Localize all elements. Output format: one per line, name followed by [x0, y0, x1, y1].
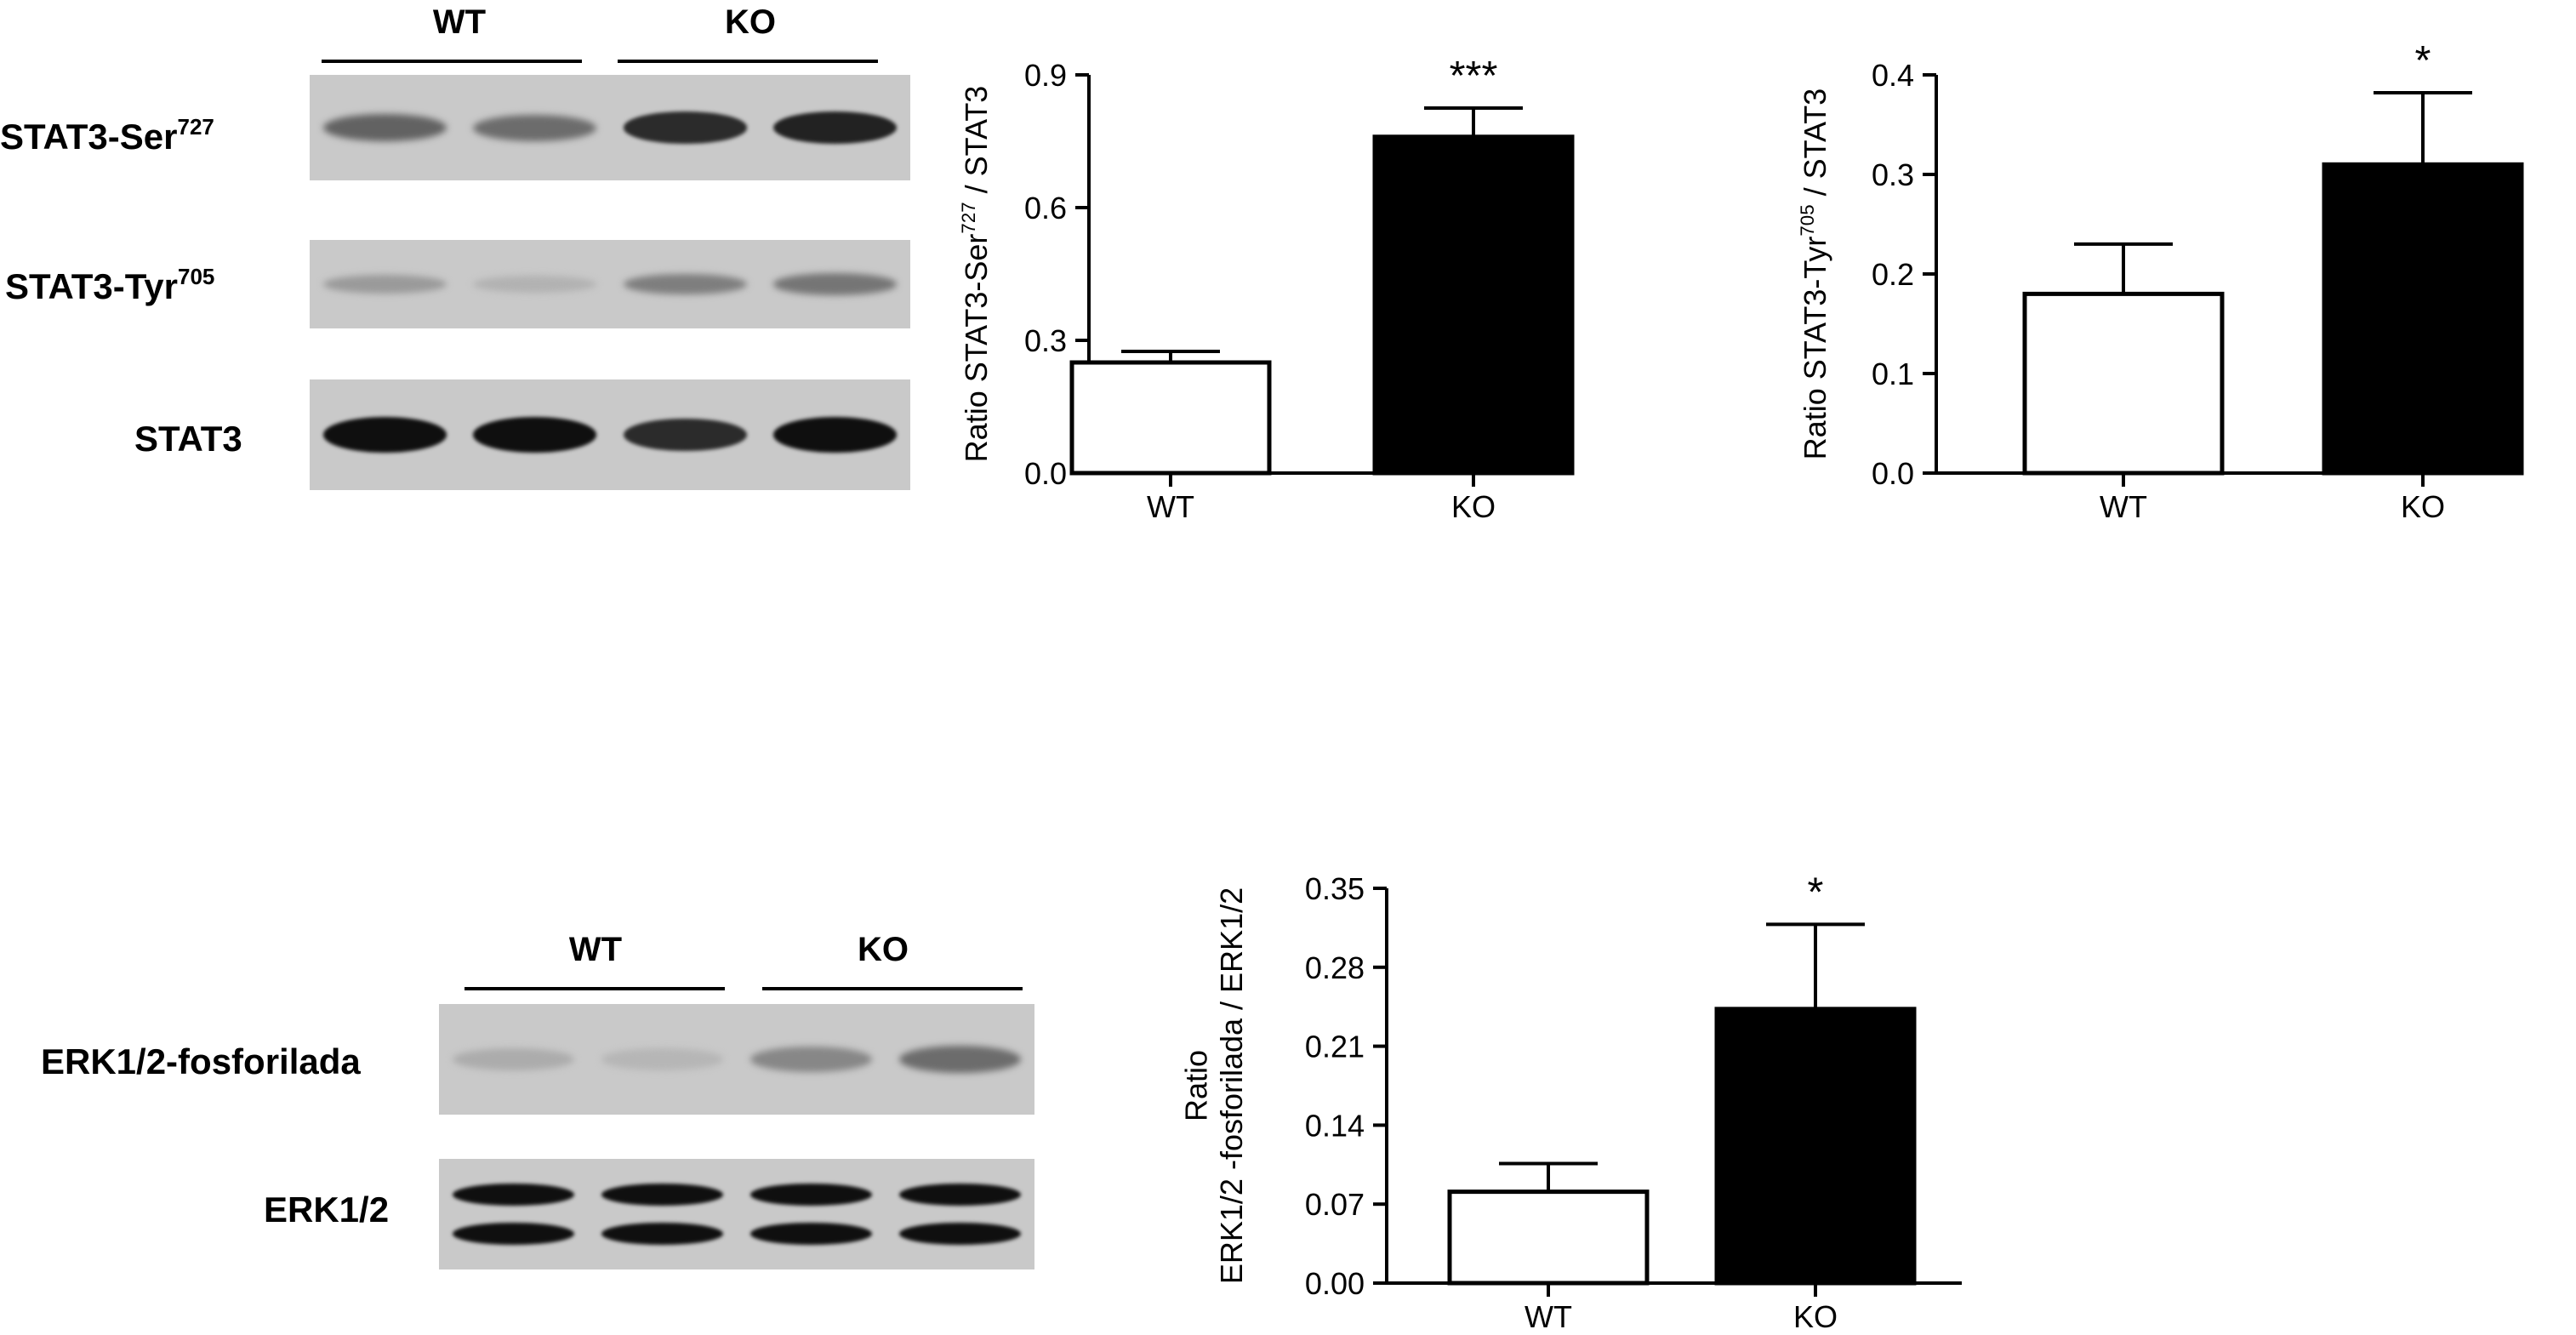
blot2-row2-band-4-2	[898, 1223, 1022, 1246]
chart2-ytick-label-4: 0.4	[1872, 58, 1914, 93]
chart1-bar-0	[1069, 360, 1272, 476]
blot2-row2-band-1-1	[452, 1183, 575, 1206]
blot2-row2-panel	[439, 1159, 1034, 1269]
blot1-row1-panel	[310, 75, 910, 180]
blot2-group-wt-label: WT	[568, 931, 623, 968]
blot1-row3-band-2	[473, 417, 597, 453]
chart-erk-phospho: 0.00 0.07 0.14 0.21 0.28 0.35 WT KO * Ratio ERK1/2…	[1179, 869, 1962, 1334]
blot2-row2-band-3-2	[749, 1223, 873, 1246]
chart1-ytick-label-0: 0.0	[1024, 456, 1067, 491]
chart1-ylabel: Ratio STAT3-Ser727 / STAT3	[958, 86, 994, 463]
blot2-row1-band-2	[601, 1048, 724, 1070]
chart3-ytick-label-3: 0.21	[1305, 1030, 1365, 1064]
blot1-row2-band-1	[322, 274, 447, 294]
chart3-xtick-label-1: KO	[1793, 1299, 1838, 1334]
blot2-group-ko-line	[762, 987, 1023, 990]
blot1-row3-band-4	[773, 417, 898, 453]
blot1-row1-band-1	[322, 114, 447, 141]
blot1-row1-band-2	[473, 114, 597, 141]
chart2-significance-1: *	[2415, 37, 2431, 83]
blot2-group-ko-label: KO	[858, 931, 909, 968]
chart1-xtick-label-0: WT	[1147, 489, 1194, 524]
blot2-row2-band-3-1	[749, 1183, 873, 1206]
chart1-significance-1: ***	[1450, 53, 1498, 99]
chart2-bar-0	[2022, 291, 2225, 476]
blot1-row3-label: STAT3	[134, 419, 242, 459]
blot2-row2-band-1-2	[452, 1223, 575, 1246]
chart3-ylabel-line1: Ratio	[1179, 1050, 1214, 1121]
chart3-ytick-label-1: 0.07	[1305, 1187, 1365, 1222]
chart3-ytick-label-0: 0.00	[1305, 1266, 1365, 1301]
blot2-row1-band-3	[749, 1047, 873, 1072]
chart2-xtick-label-1: KO	[2401, 489, 2445, 524]
chart3-bar-0	[1447, 1190, 1650, 1286]
blot2-row1-panel	[439, 1004, 1034, 1115]
blot1-group-wt-label: WT	[432, 3, 487, 41]
chart2-ytick-label-2: 0.2	[1872, 257, 1914, 292]
chart2-ytick-label-3: 0.3	[1872, 157, 1914, 192]
blot2-row2-band-2-1	[601, 1183, 724, 1206]
chart1-ytick-label-2: 0.6	[1024, 191, 1067, 225]
blot1-row2-band-2	[473, 275, 597, 294]
blot1-row2-band-4	[773, 273, 898, 295]
blot2-row1-band-4	[898, 1045, 1022, 1074]
blot1-row2-panel	[310, 240, 910, 328]
chart1-ytick-label-3: 0.9	[1024, 58, 1067, 93]
chart3-ytick-label-2: 0.14	[1305, 1108, 1365, 1143]
chart2-ylabel: Ratio STAT3-Tyr705 / STAT3	[1797, 88, 1832, 460]
chart2-ytick-label-0: 0.0	[1872, 456, 1914, 491]
blot1-row2-label: STAT3-Tyr705	[5, 264, 215, 306]
chart2-xtick-label-0: WT	[2100, 489, 2147, 524]
chart1-bar-1	[1372, 134, 1575, 476]
blot2-row1-label: ERK1/2-fosforilada	[41, 1041, 361, 1081]
blot1-row3-band-1	[322, 417, 447, 453]
chart1-xtick-label-1: KO	[1451, 489, 1496, 524]
blot1-group-ko-label: KO	[725, 3, 776, 41]
blot2-row2-band-2-2	[601, 1223, 724, 1246]
chart3-significance-1: *	[1808, 869, 1824, 915]
chart3-ytick-label-4: 0.28	[1305, 950, 1365, 985]
blot1-row1-band-3	[623, 111, 747, 144]
chart1-ytick-label-1: 0.3	[1024, 323, 1067, 358]
blot2-row2-label: ERK1/2	[264, 1190, 390, 1229]
blot1-row3-band-3	[623, 418, 747, 452]
chart3-bar-1	[1714, 1007, 1917, 1286]
blot1-group-wt-line	[322, 60, 582, 63]
blot1-group-ko-line	[618, 60, 878, 63]
chart2-bar-1	[2322, 162, 2524, 476]
blot2-row1-band-1	[452, 1047, 575, 1071]
chart3-ytick-label-5: 0.35	[1305, 871, 1365, 906]
blot1-row3-panel	[310, 379, 910, 490]
chart3-xtick-label-0: WT	[1525, 1299, 1572, 1334]
blot1-row1-band-4	[773, 111, 898, 144]
chart2-ytick-label-1: 0.1	[1872, 357, 1914, 391]
blot2-row2-band-4-1	[898, 1183, 1022, 1206]
blot1-row2-band-3	[623, 273, 747, 295]
chart3-ylabel-line2: ERK1/2 -fosforilada / ERK1/2	[1214, 887, 1249, 1284]
blot2-group-wt-line	[464, 987, 725, 990]
blot1-row1-label: STAT3-Ser727	[0, 114, 214, 157]
chart-stat3-tyr705: 0.0 0.1 0.2 0.3 0.4 WT KO * Ratio STAT3-Tyr705 /…	[1797, 37, 2524, 524]
chart-stat3-ser727: 0.0 0.3 0.6 0.9 WT KO *** Ratio STAT3-Ser727 / …	[958, 53, 1575, 524]
